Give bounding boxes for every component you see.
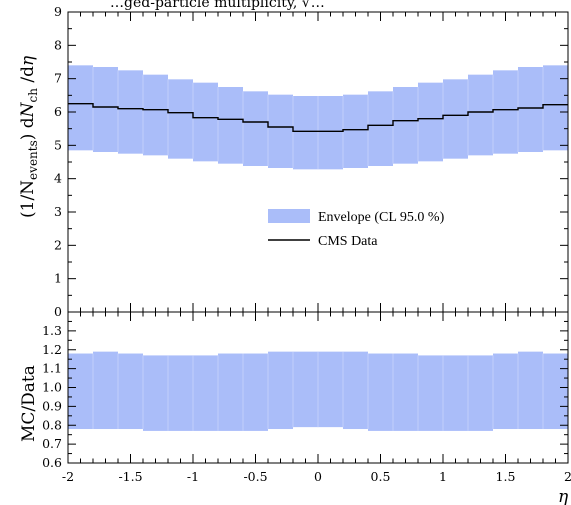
envelope-bar	[268, 94, 293, 168]
y-tick-label: 1.1	[42, 361, 62, 376]
envelope-bar	[168, 355, 193, 431]
envelope-bar	[243, 91, 268, 166]
x-tick-label: 0	[314, 469, 322, 484]
envelope-bar	[368, 91, 393, 166]
ylabel-end: /d	[18, 66, 38, 88]
envelope-bar	[118, 70, 143, 154]
y-tick-label: 5	[54, 137, 62, 152]
ratio-plot: 0.6 0.7 0.8 0.9 1.0 1.1 1.2 1.3 -2 -1.5 -1 -0.5 0 0.5…	[42, 311, 571, 484]
legend-swatch-envelope	[268, 209, 310, 223]
envelope-bar	[468, 74, 493, 156]
envelope-bar	[318, 96, 343, 170]
envelope-bar	[243, 353, 268, 431]
envelope-bar	[368, 353, 393, 431]
envelope-bar	[218, 87, 243, 164]
x-tick-label: -1.5	[118, 469, 142, 484]
envelope-bar	[118, 353, 143, 430]
envelope-bar	[143, 355, 168, 431]
envelope-bar	[93, 351, 118, 430]
y-tick-label: 0	[54, 304, 62, 319]
y-tick-label: 1.2	[42, 342, 62, 357]
y-tick-label: 0.9	[42, 398, 62, 413]
envelope-bar	[418, 82, 443, 162]
envelope-bar	[68, 65, 93, 151]
y-tick-label: 0.8	[42, 417, 62, 432]
ylabel-sub-ch: ch	[26, 88, 40, 103]
y-tick-label: 7	[54, 71, 62, 86]
envelope-bar	[393, 353, 418, 431]
ylabel-mid: ) d	[18, 117, 38, 140]
x-tick-label: 1.5	[496, 469, 516, 484]
envelope-bar	[343, 351, 368, 430]
x-axis-label: η	[558, 487, 569, 505]
envelope-bar	[68, 353, 93, 430]
y-tick-label: 4	[54, 171, 62, 186]
x-tick-label: 0.5	[371, 469, 391, 484]
y-tick-label: 6	[54, 104, 62, 119]
envelope-bar	[418, 355, 443, 431]
envelope-bar	[318, 351, 343, 428]
x-tick-label: 2	[564, 469, 571, 484]
y-tick-label: 8	[54, 37, 62, 52]
y-tick-label: 9	[54, 4, 62, 19]
envelope-bar	[293, 351, 318, 428]
envelope-bar	[443, 79, 468, 159]
envelope-bar	[518, 351, 543, 430]
envelope-bar	[443, 355, 468, 431]
main-plot: 0 1 2 3 4 5 6 7 8 9	[54, 4, 569, 319]
envelope-bar	[268, 351, 293, 430]
y-tick-label: 1.3	[42, 323, 62, 338]
y-tick-label: 1	[54, 271, 62, 286]
main-y-axis-label: (1/Nevents) dNch /dη	[18, 55, 40, 218]
envelope-bar	[93, 67, 118, 152]
y-tick-label: 2	[54, 237, 62, 252]
x-tick-label: -1	[187, 469, 199, 484]
envelope-bar	[393, 87, 418, 164]
ylabel-sub-events: events	[26, 140, 40, 180]
envelope-bar	[168, 79, 193, 159]
cms-data-line	[68, 102, 568, 133]
legend-label-data: CMS Data	[318, 234, 378, 249]
envelope-bar	[493, 353, 518, 430]
y-tick-label: 0.7	[42, 436, 62, 451]
ylabel-n: N	[18, 101, 38, 118]
envelope-bar	[293, 96, 318, 170]
ylabel-eta: η	[18, 55, 38, 66]
chart-title: …ged-particle multiplicity, √…	[110, 0, 325, 11]
envelope-bar	[143, 74, 168, 156]
legend-label-envelope: Envelope (CL 95.0 %)	[318, 210, 445, 225]
envelope-bar	[193, 82, 218, 162]
envelope-bar	[468, 355, 493, 431]
envelope-bar	[218, 353, 243, 431]
envelope-bar	[518, 67, 543, 152]
envelope-bar	[193, 355, 218, 431]
envelope-bar	[343, 94, 368, 168]
ylabel-open: (1/N	[18, 180, 38, 218]
envelope-bar	[543, 65, 568, 151]
envelope-bar	[493, 70, 518, 154]
x-tick-label: -0.5	[243, 469, 267, 484]
y-tick-label: 3	[54, 204, 62, 219]
legend: Envelope (CL 95.0 %) CMS Data	[268, 209, 445, 249]
ratio-y-axis-label: MC/Data	[19, 365, 39, 442]
x-tick-label: -2	[62, 469, 74, 484]
x-tick-label: 1	[439, 469, 447, 484]
y-tick-label: 1.0	[42, 380, 62, 395]
y-tick-label: 0.6	[42, 455, 62, 470]
envelope-bar	[543, 353, 568, 430]
